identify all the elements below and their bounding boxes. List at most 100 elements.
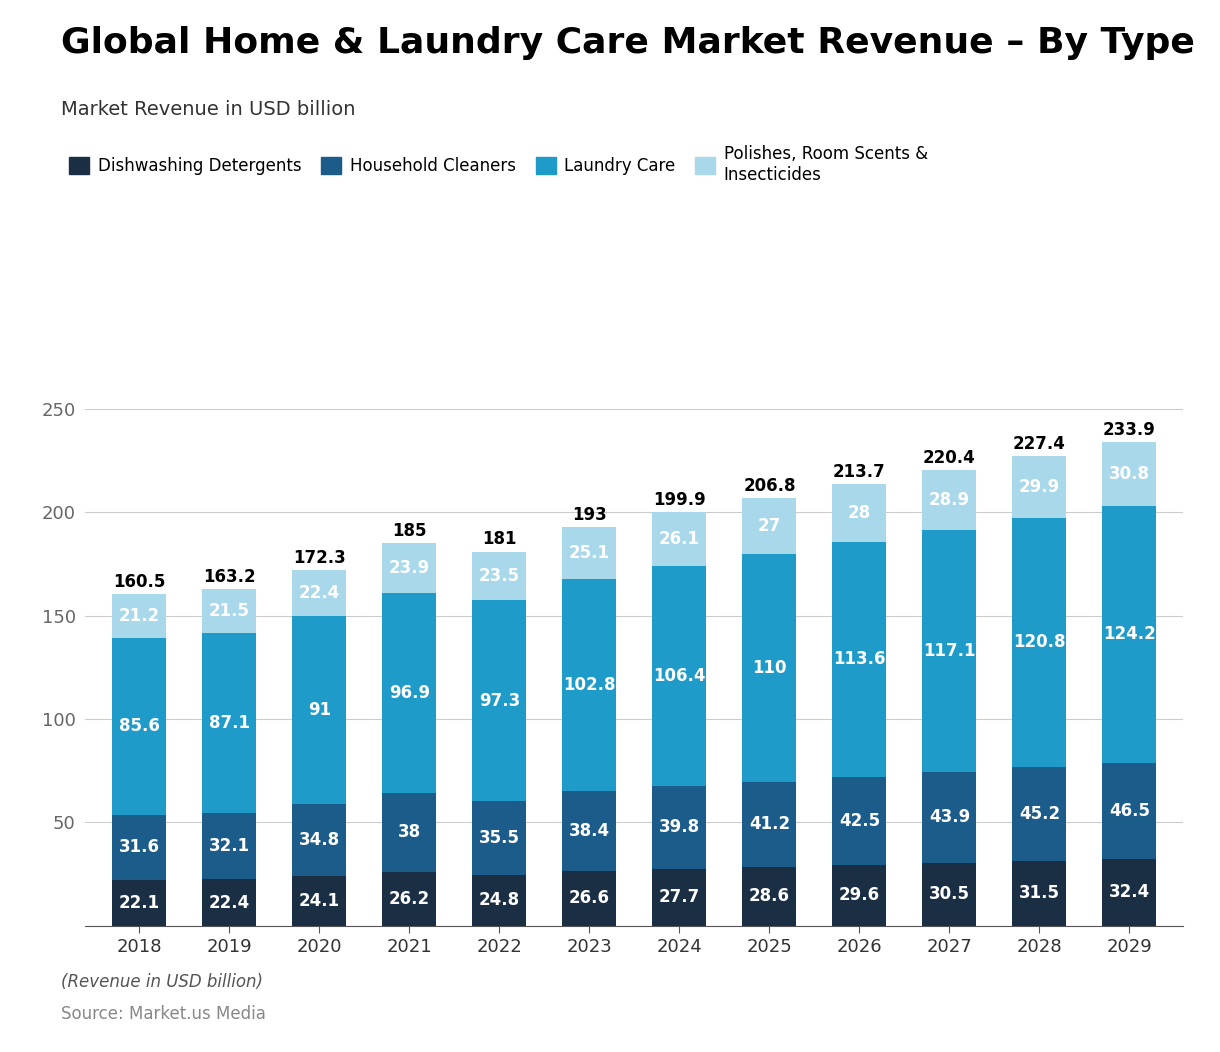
Text: 113.6: 113.6 <box>833 650 886 668</box>
Bar <box>293 804 346 876</box>
Bar <box>1013 518 1066 767</box>
Text: 28.6: 28.6 <box>749 887 789 905</box>
Bar <box>382 593 437 793</box>
Text: 23.9: 23.9 <box>389 560 429 578</box>
Text: 160.5: 160.5 <box>113 573 166 591</box>
Bar <box>743 867 797 926</box>
Text: 22.4: 22.4 <box>209 893 250 912</box>
Text: 21.2: 21.2 <box>118 607 160 625</box>
Text: 120.8: 120.8 <box>1013 633 1065 651</box>
Text: 29.6: 29.6 <box>839 886 880 904</box>
Bar <box>1103 858 1157 926</box>
Bar <box>472 551 526 600</box>
Bar <box>562 579 616 791</box>
Bar <box>922 470 976 530</box>
Text: (Revenue in USD billion): (Revenue in USD billion) <box>61 973 264 991</box>
Text: Global Home & Laundry Care Market Revenue – By Type: Global Home & Laundry Care Market Revenu… <box>61 26 1194 60</box>
Text: Market Revenue in USD billion: Market Revenue in USD billion <box>61 100 355 119</box>
Text: 31.6: 31.6 <box>118 838 160 856</box>
Text: 199.9: 199.9 <box>653 491 706 509</box>
Text: 22.1: 22.1 <box>118 894 160 912</box>
Text: 227.4: 227.4 <box>1013 434 1066 452</box>
Text: 38: 38 <box>398 824 421 842</box>
Text: 117.1: 117.1 <box>924 642 976 660</box>
Bar <box>203 633 256 813</box>
Text: 28.9: 28.9 <box>928 491 970 509</box>
Bar <box>203 813 256 879</box>
Text: 25.1: 25.1 <box>569 544 610 562</box>
Text: 97.3: 97.3 <box>478 691 520 710</box>
Text: 110: 110 <box>753 659 787 676</box>
Bar <box>743 554 797 782</box>
Text: 32.4: 32.4 <box>1109 884 1150 902</box>
Bar <box>203 589 256 633</box>
Bar <box>1103 763 1157 858</box>
Bar <box>472 600 526 802</box>
Bar <box>112 638 166 815</box>
Bar <box>1103 506 1157 763</box>
Bar <box>832 776 887 865</box>
Text: 185: 185 <box>392 523 427 541</box>
Text: Source: Market.us Media: Source: Market.us Media <box>61 1005 266 1023</box>
Bar <box>832 542 887 776</box>
Text: 26.2: 26.2 <box>389 890 429 908</box>
Text: 85.6: 85.6 <box>120 717 160 735</box>
Bar <box>293 616 346 804</box>
Text: 35.5: 35.5 <box>479 829 520 847</box>
Text: 22.4: 22.4 <box>299 584 340 602</box>
Bar <box>203 879 256 926</box>
Text: 172.3: 172.3 <box>293 548 345 567</box>
Text: 24.1: 24.1 <box>299 892 340 910</box>
Text: 24.8: 24.8 <box>478 891 520 909</box>
Text: 220.4: 220.4 <box>924 449 976 467</box>
Bar <box>382 544 437 593</box>
Text: 30.5: 30.5 <box>928 885 970 904</box>
Bar <box>922 530 976 772</box>
Bar <box>472 802 526 874</box>
Text: 96.9: 96.9 <box>389 684 429 702</box>
Bar <box>743 782 797 867</box>
Text: 181: 181 <box>482 530 516 548</box>
Text: 206.8: 206.8 <box>743 478 795 495</box>
Bar <box>653 512 706 566</box>
Text: 45.2: 45.2 <box>1019 805 1060 823</box>
Bar <box>293 570 346 616</box>
Bar <box>1103 443 1157 506</box>
Text: 41.2: 41.2 <box>749 815 791 833</box>
Text: 193: 193 <box>572 506 606 524</box>
Text: 29.9: 29.9 <box>1019 478 1060 495</box>
Text: 32.1: 32.1 <box>209 837 250 855</box>
Bar <box>922 863 976 926</box>
Bar <box>472 874 526 926</box>
Bar <box>653 786 706 869</box>
Text: 34.8: 34.8 <box>299 831 340 849</box>
Bar <box>832 484 887 542</box>
Bar <box>1013 767 1066 861</box>
Text: 43.9: 43.9 <box>928 808 970 827</box>
Bar <box>562 791 616 871</box>
Text: 27.7: 27.7 <box>659 888 700 906</box>
Text: 26.6: 26.6 <box>569 889 610 907</box>
Bar <box>562 871 616 926</box>
Text: 213.7: 213.7 <box>833 463 886 481</box>
Text: 46.5: 46.5 <box>1109 802 1150 820</box>
Text: 27: 27 <box>758 518 781 535</box>
Text: 39.8: 39.8 <box>659 818 700 836</box>
Text: 233.9: 233.9 <box>1103 421 1155 440</box>
Text: 91: 91 <box>307 701 331 719</box>
Bar <box>112 881 166 926</box>
Legend: Dishwashing Detergents, Household Cleaners, Laundry Care, Polishes, Room Scents : Dishwashing Detergents, Household Cleane… <box>70 145 927 184</box>
Text: 102.8: 102.8 <box>564 676 616 694</box>
Text: 31.5: 31.5 <box>1019 885 1060 903</box>
Text: 38.4: 38.4 <box>569 822 610 841</box>
Text: 23.5: 23.5 <box>478 567 520 585</box>
Bar <box>382 793 437 872</box>
Bar <box>1013 456 1066 518</box>
Bar <box>832 865 887 926</box>
Text: 163.2: 163.2 <box>203 568 256 586</box>
Text: 26.1: 26.1 <box>659 530 700 548</box>
Bar <box>743 499 797 554</box>
Bar <box>112 815 166 881</box>
Text: 30.8: 30.8 <box>1109 465 1150 483</box>
Text: 87.1: 87.1 <box>209 714 250 732</box>
